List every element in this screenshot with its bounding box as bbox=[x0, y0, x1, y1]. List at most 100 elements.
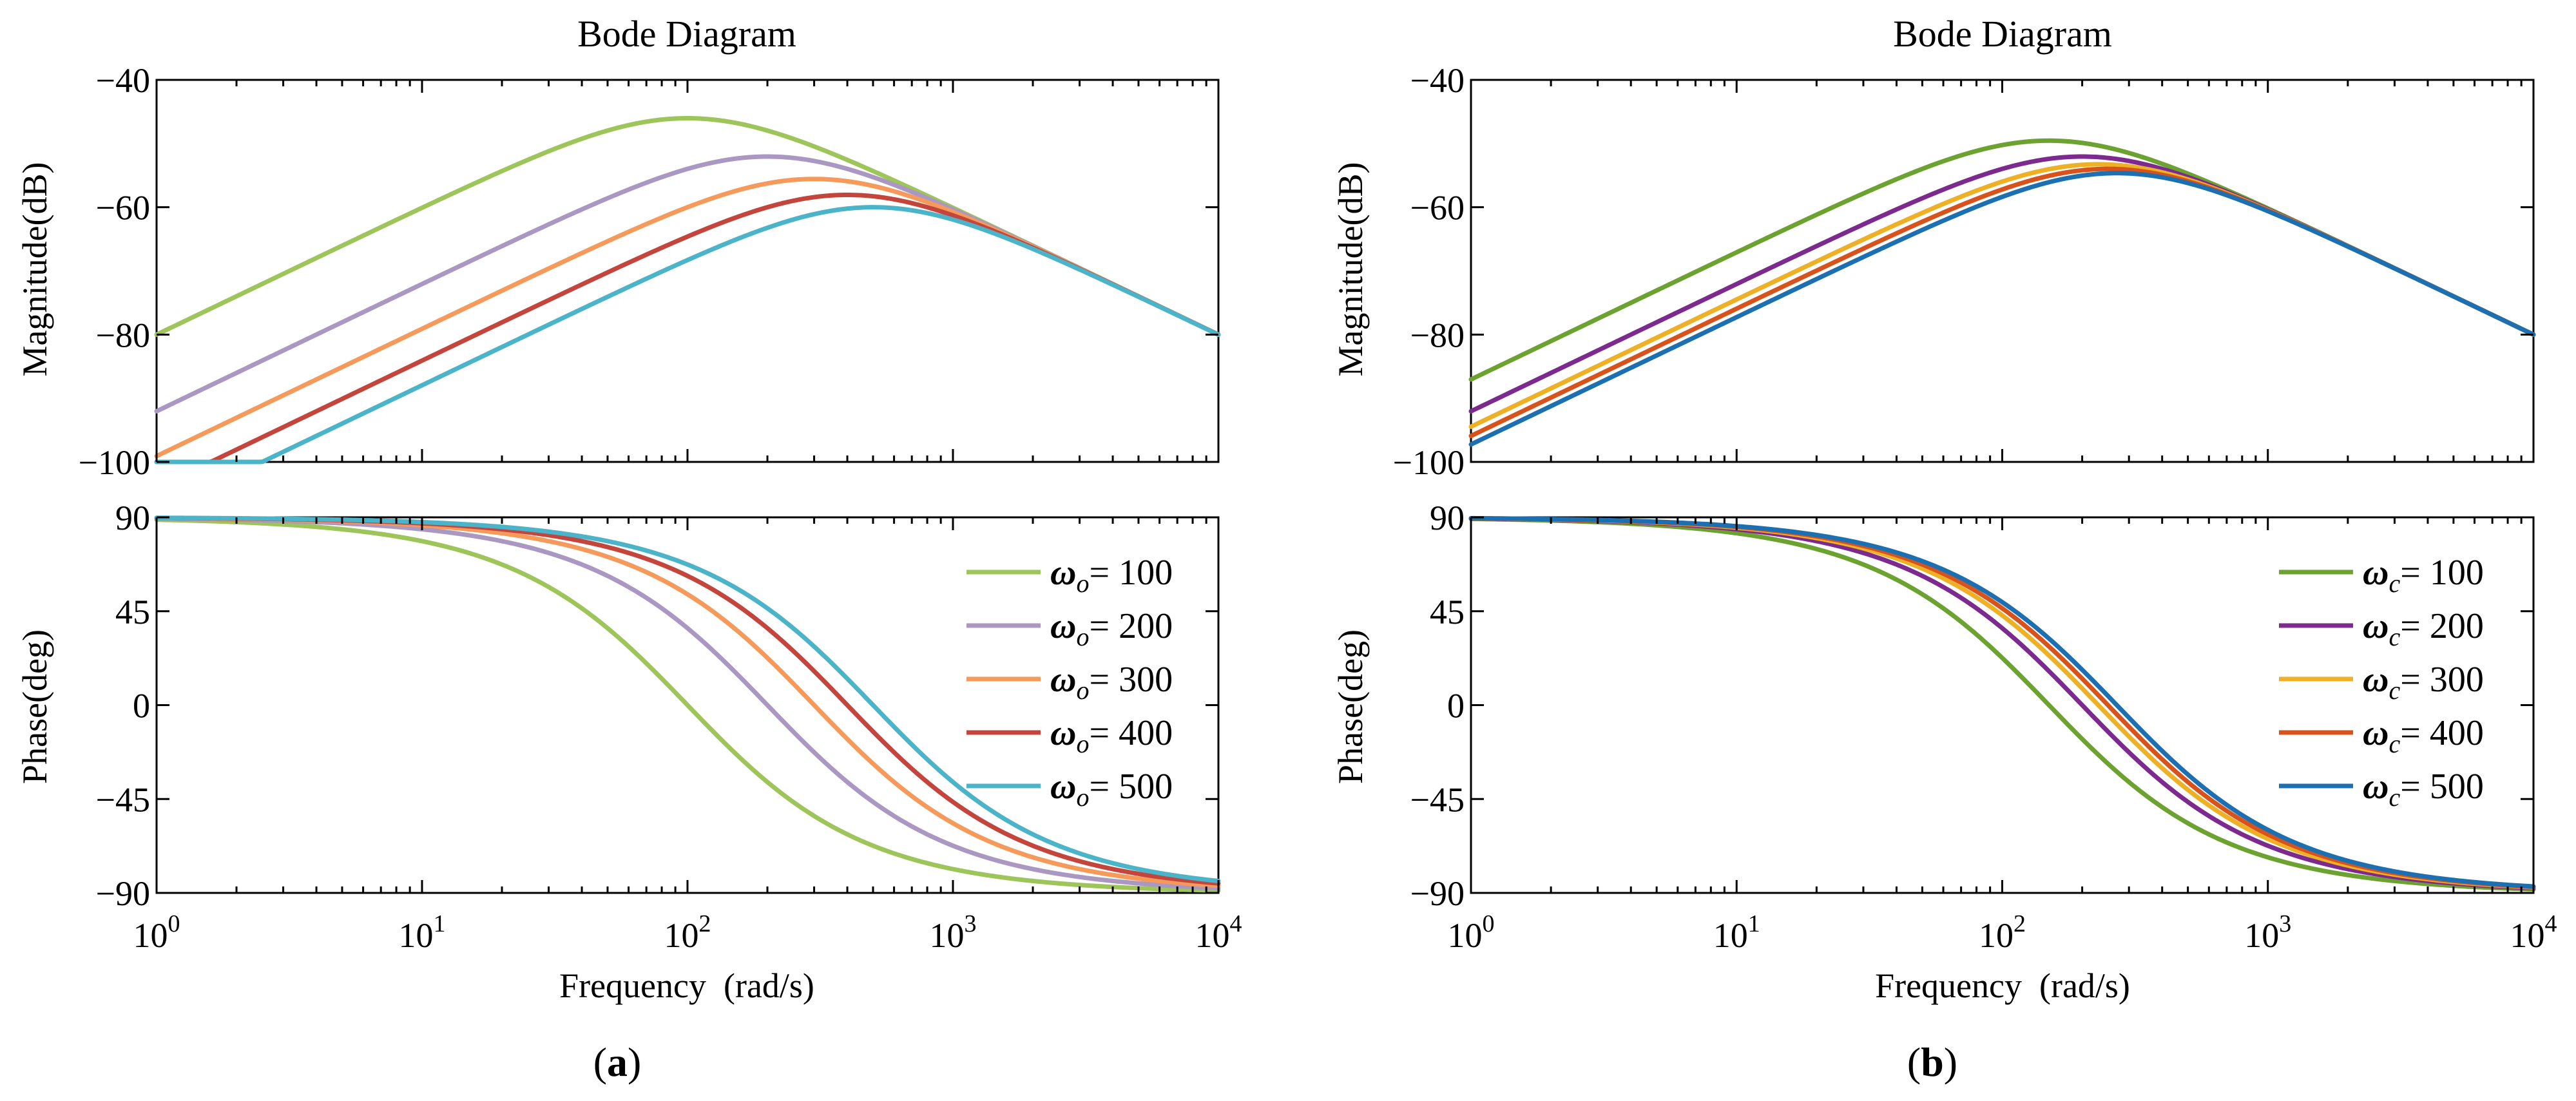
panel-b-magnitude-ytick-label: −60 bbox=[1410, 189, 1465, 227]
x-tick-label: 101 bbox=[399, 910, 446, 955]
panel-b-title: Bode Diagram bbox=[1893, 13, 2112, 55]
x-tick-exponent: 3 bbox=[2279, 910, 2291, 937]
x-tick-exponent: 0 bbox=[168, 910, 180, 937]
panel-a-magnitude-ytick-label: −100 bbox=[79, 443, 150, 482]
panel-b-phase-ytick-label: 90 bbox=[1430, 499, 1465, 537]
x-tick-label: 104 bbox=[1195, 910, 1242, 955]
legend-subscript: o bbox=[1077, 569, 1090, 598]
x-tick-base: 10 bbox=[2244, 916, 2279, 955]
panel-a-phase-curves bbox=[154, 515, 1221, 893]
panel-a-title: Bode Diagram bbox=[577, 13, 796, 55]
panel-a-phase-ytick-label: −90 bbox=[96, 874, 150, 913]
panel-b-phase-line-500 bbox=[1468, 515, 2536, 889]
panel-a-xlabel: Frequency (rad/s) bbox=[559, 966, 814, 1005]
panel-a-phase-ytick-label: −45 bbox=[96, 780, 150, 819]
legend-label-100: ωo= 100 bbox=[1050, 553, 1173, 598]
legend-label-500: ωc= 500 bbox=[2363, 767, 2484, 812]
panel-a-xticklabels: 100 101 102 103 104 bbox=[133, 910, 1242, 955]
legend-subscript: c bbox=[2389, 729, 2401, 758]
panel-b-phase-ylabel: Phase(deg) bbox=[1331, 629, 1370, 784]
legend-omega: ω bbox=[1050, 606, 1077, 646]
legend-subscript: c bbox=[2389, 569, 2401, 598]
x-tick-base: 10 bbox=[399, 916, 434, 955]
legend-label-300: ωc= 300 bbox=[2363, 660, 2484, 705]
panel-b-label: (b) bbox=[1907, 1039, 1957, 1085]
panel-b-xlabel: Frequency (rad/s) bbox=[1875, 966, 2130, 1005]
panel-b-magnitude-frame bbox=[1470, 79, 2535, 463]
x-tick-base: 10 bbox=[1195, 916, 1230, 955]
legend-value: = 400 bbox=[2400, 713, 2484, 753]
panel-a-phase-ytick-label: 90 bbox=[115, 499, 150, 537]
x-tick-base: 10 bbox=[1713, 916, 1748, 955]
x-tick-label: 103 bbox=[930, 910, 977, 955]
panel-a-label-letter: a bbox=[607, 1039, 628, 1085]
panel-a-phase-line-500 bbox=[154, 515, 1221, 883]
panel-b-magnitude-curves bbox=[1468, 138, 2536, 447]
x-tick-label: 100 bbox=[1448, 910, 1495, 955]
legend-subscript: c bbox=[2389, 676, 2401, 705]
panel-a-phase-line-100 bbox=[154, 517, 1221, 893]
panel-b-phase-ytick-label: 45 bbox=[1430, 593, 1465, 631]
panel-a: Bode Diagram Magnitude(dB) Phase(deg) Fr… bbox=[15, 13, 1242, 1085]
x-tick-exponent: 1 bbox=[1748, 910, 1760, 937]
legend-omega: ω bbox=[2363, 713, 2389, 753]
legend-value: = 200 bbox=[1090, 606, 1173, 646]
panel-a-phase-ylabel: Phase(deg) bbox=[15, 629, 54, 784]
legend-omega: ω bbox=[2363, 606, 2389, 646]
legend-label-200: ωo= 200 bbox=[1050, 606, 1173, 651]
panel-a-magnitude-ytick-label: −60 bbox=[96, 189, 150, 227]
legend-subscript: c bbox=[2389, 783, 2401, 812]
x-tick-exponent: 4 bbox=[2545, 910, 2557, 937]
panel-b-magnitude-ylabel: Magnitude(dB) bbox=[1331, 162, 1370, 377]
legend-label-500: ωo= 500 bbox=[1050, 767, 1173, 812]
panel-a-magnitude-ytick-label: −80 bbox=[96, 316, 150, 354]
legend-label-400: ωc= 400 bbox=[2363, 713, 2484, 758]
panel-a-phase-ytick-label: 0 bbox=[133, 687, 150, 725]
panel-b-magnitude-ticks: −40 −60 −80 −100 bbox=[1393, 61, 2535, 482]
panel-b-phase-ytick-label: 0 bbox=[1447, 687, 1465, 725]
panel-a-magnitude-line-400 bbox=[154, 193, 1221, 464]
x-tick-exponent: 2 bbox=[699, 910, 711, 937]
x-tick-base: 10 bbox=[133, 916, 168, 955]
legend-subscript: o bbox=[1077, 622, 1090, 651]
x-tick-base: 10 bbox=[930, 916, 965, 955]
x-tick-base: 10 bbox=[2510, 916, 2545, 955]
panel-a-magnitude-line-300 bbox=[154, 177, 1221, 459]
panel-a-magnitude-axes: −40 −60 −80 −100 bbox=[79, 61, 1221, 482]
panel-a-magnitude-ylabel: Magnitude(dB) bbox=[15, 162, 54, 377]
x-tick-exponent: 4 bbox=[1230, 910, 1242, 937]
panel-b-magnitude-ytick-label: −100 bbox=[1393, 443, 1465, 482]
panel-b-magnitude-axes: −40 −60 −80 −100 bbox=[1393, 61, 2536, 482]
x-tick-exponent: 3 bbox=[965, 910, 977, 937]
panel-b-phase-ytick-label: −90 bbox=[1410, 874, 1465, 913]
x-tick-label: 101 bbox=[1713, 910, 1760, 955]
legend-value: = 400 bbox=[1090, 713, 1173, 753]
legend-omega: ω bbox=[1050, 767, 1077, 807]
panel-a-magnitude-frame bbox=[155, 79, 1220, 463]
legend-value: = 500 bbox=[2400, 767, 2484, 807]
legend-omega: ω bbox=[2363, 767, 2389, 807]
x-tick-label: 102 bbox=[1979, 910, 2026, 955]
legend-value: = 500 bbox=[1090, 767, 1173, 807]
x-tick-label: 104 bbox=[2510, 910, 2557, 955]
x-tick-label: 102 bbox=[664, 910, 711, 955]
panel-a-label: (a) bbox=[593, 1039, 642, 1085]
x-tick-label: 103 bbox=[2244, 910, 2291, 955]
panel-a-magnitude-line-200 bbox=[154, 154, 1221, 414]
legend-value: = 100 bbox=[1090, 553, 1173, 593]
legend-subscript: o bbox=[1077, 676, 1090, 705]
legend-omega: ω bbox=[1050, 553, 1077, 593]
panel-b: Bode Diagram Magnitude(dB) Phase(deg) Fr… bbox=[1331, 13, 2557, 1085]
panel-b-phase-ticks: 90 45 0 −45 −90 bbox=[1410, 499, 2535, 913]
panel-b-magnitude-line-500 bbox=[1468, 171, 2536, 447]
legend-subscript: o bbox=[1077, 783, 1090, 812]
panel-b-magnitude-ytick-label: −40 bbox=[1410, 61, 1465, 100]
legend-omega: ω bbox=[2363, 660, 2389, 700]
legend-value: = 200 bbox=[2400, 606, 2484, 646]
x-tick-label: 100 bbox=[133, 910, 180, 955]
